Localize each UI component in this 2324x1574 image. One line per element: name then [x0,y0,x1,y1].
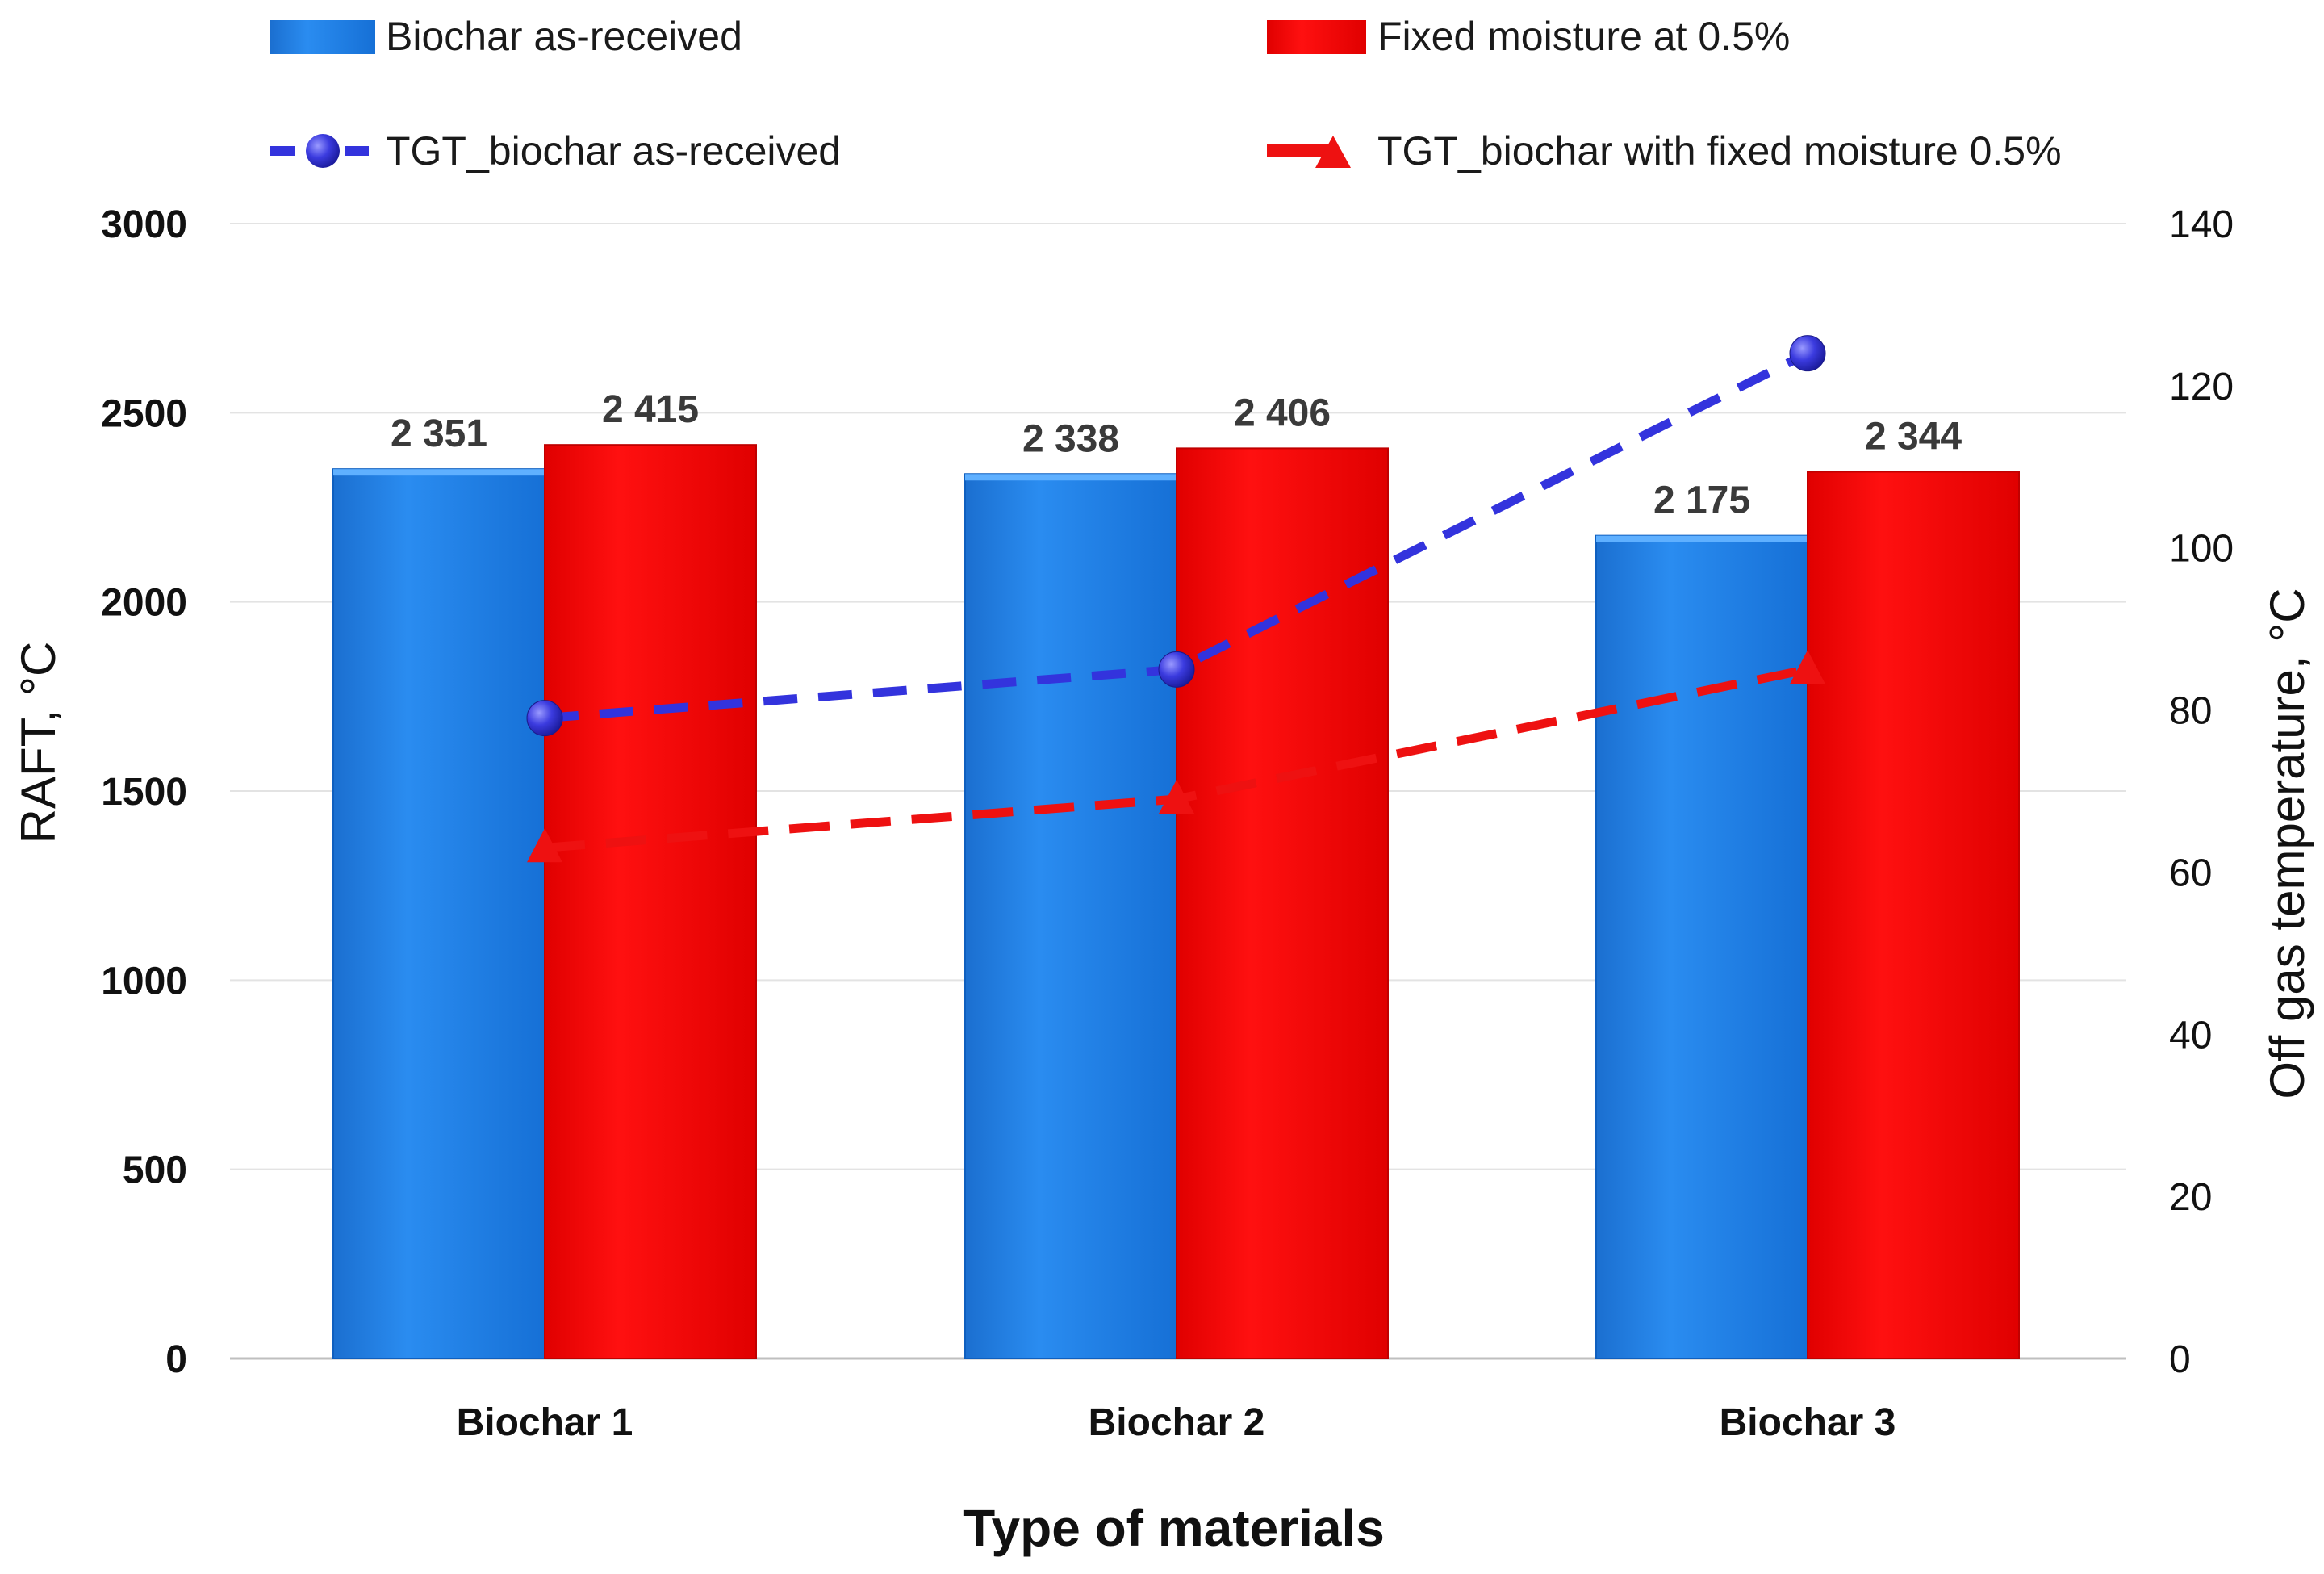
legend-swatch-red [1267,20,1366,54]
y2-tick-label: 100 [2169,528,2234,571]
bar-fixed-moisture[interactable] [1807,471,2020,1359]
y2-axis-title: Off gas temperature, °C [2260,588,2314,1099]
legend-item-line-red[interactable]: TGT_biochar with fixed moisture 0.5% [1267,128,2062,174]
y-tick-label: 500 [123,1149,187,1192]
bar-data-label: 2 338 [1022,417,1119,460]
y-tick-label: 1000 [101,960,187,1003]
legend: Biochar as-received Fixed moisture at 0.… [270,14,2062,174]
legend-label-line-blue: TGT_biochar as-received [386,128,841,174]
x-category-label: Biochar 2 [1089,1401,1265,1444]
y2-axis-ticks: 0 20 40 60 80 100 120 140 [2169,203,2234,1381]
y-axis-ticks: 0 500 1000 1500 2000 2500 3000 [101,203,187,1381]
y2-tick-label: 80 [2169,690,2212,733]
marker-circle[interactable] [526,700,563,737]
bar-data-label: 2 344 [1865,415,1962,458]
legend-label-bar-red: Fixed moisture at 0.5% [1377,14,1790,59]
y-tick-label: 0 [165,1338,187,1381]
y2-tick-label: 20 [2169,1176,2212,1219]
legend-item-bar-red[interactable]: Fixed moisture at 0.5% [1267,14,1790,59]
y-tick-label: 1500 [101,771,187,814]
marker-triangle[interactable] [527,828,562,863]
bar-data-label: 2 175 [1653,479,1750,522]
legend-item-line-blue[interactable]: TGT_biochar as-received [270,128,841,174]
bar-highlight [333,469,545,476]
bar-as-received[interactable] [964,473,1177,1359]
y2-tick-label: 0 [2169,1338,2191,1381]
legend-item-bar-blue[interactable]: Biochar as-received [270,14,742,59]
legend-marker-circle [306,134,340,168]
y2-tick-label: 40 [2169,1014,2212,1057]
marker-triangle[interactable] [1159,780,1194,814]
data-labels: 2 351 2 338 2 175 2 415 2 406 2 344 [391,388,1962,521]
y2-tick-label: 140 [2169,203,2234,246]
bar-data-label: 2 351 [391,412,487,455]
y-tick-label: 2500 [101,392,187,435]
marker-circle[interactable] [1789,335,1826,372]
bar-as-received[interactable] [332,468,545,1359]
x-category-label: Biochar 3 [1720,1401,1896,1444]
legend-swatch-blue [270,20,375,54]
legend-label-line-red: TGT_biochar with fixed moisture 0.5% [1377,128,2062,174]
bar-highlight [965,474,1177,481]
category-labels: Biochar 1 Biochar 2 Biochar 3 [457,1401,1896,1444]
marker-circle[interactable] [1158,651,1195,688]
y-axis-title: RAFT, °C [11,642,65,844]
y-tick-label: 2000 [101,582,187,625]
bar-highlight [1596,535,1808,542]
bars [332,444,2020,1360]
y-tick-label: 3000 [101,203,187,246]
y2-tick-label: 60 [2169,852,2212,894]
legend-label-bar-blue: Biochar as-received [386,14,742,59]
bar-data-label: 2 415 [602,388,699,431]
bar-as-received[interactable] [1595,534,1808,1359]
x-axis-title: Type of materials [963,1499,1385,1557]
x-category-label: Biochar 1 [457,1401,633,1444]
lines [526,335,1826,863]
marker-triangle[interactable] [1790,650,1825,684]
y2-tick-label: 120 [2169,366,2234,408]
legend-marker-triangle [1315,136,1351,168]
bar-data-label: 2 406 [1234,391,1331,434]
bar-fixed-moisture[interactable] [544,444,757,1359]
bar-fixed-moisture[interactable] [1176,447,1389,1360]
